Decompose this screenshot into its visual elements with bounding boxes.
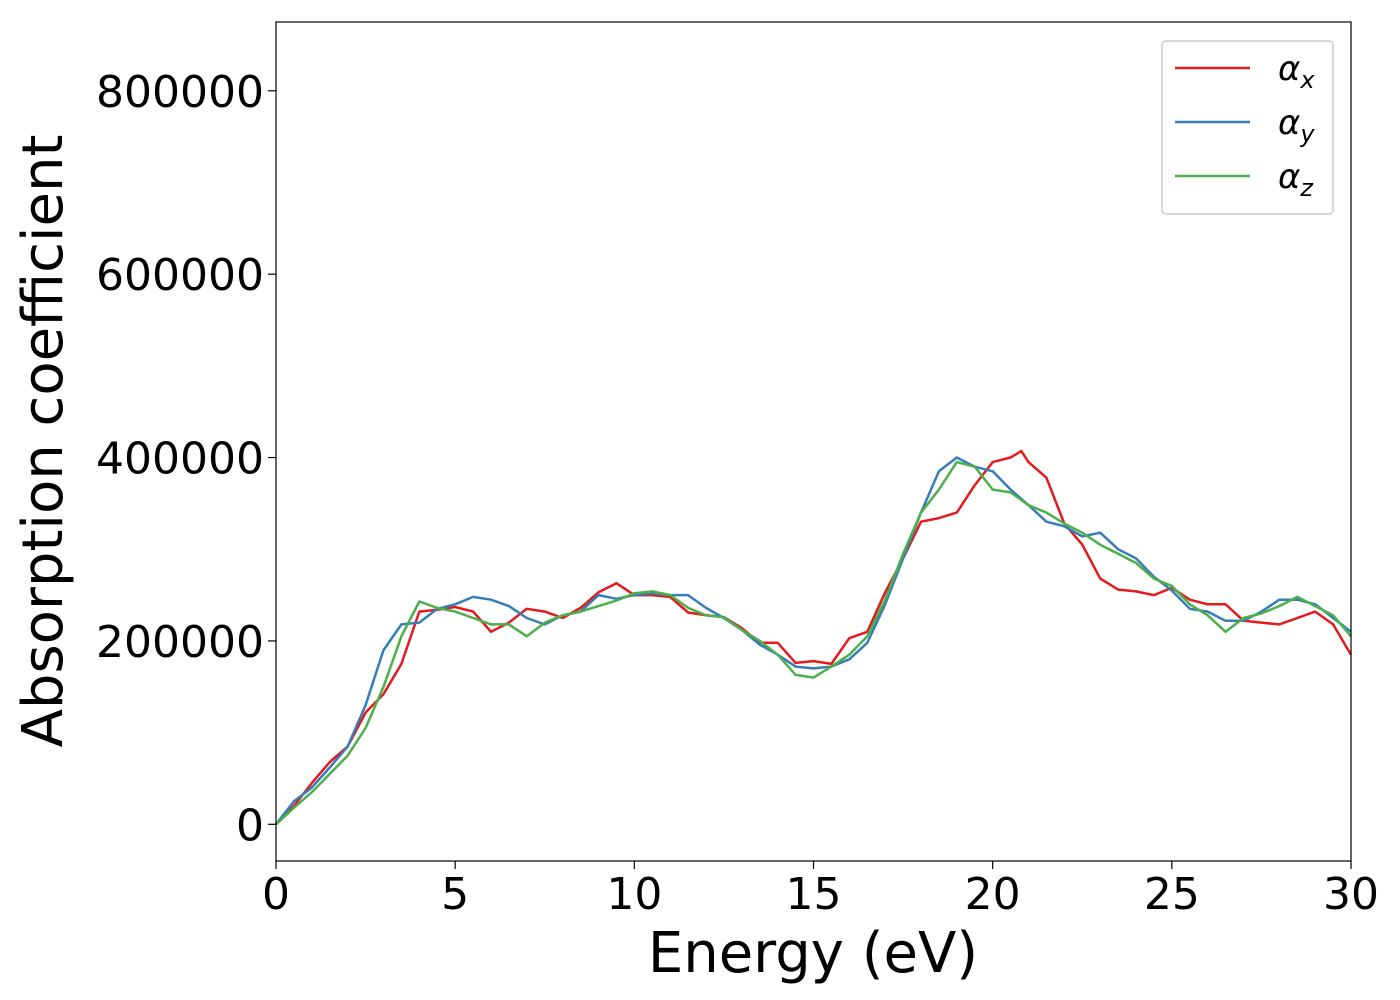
x-tick-label: 25	[1144, 869, 1200, 920]
y-tick-label: 0	[236, 800, 264, 851]
x-axis: 0 5 10 15 20 25 30	[262, 861, 1379, 920]
series-line-z	[275, 460, 1352, 826]
y-axis: 0 200000 400000 600000 800000	[96, 67, 276, 851]
x-tick-label: 10	[606, 869, 662, 920]
x-axis-label: Energy (eV)	[648, 921, 978, 986]
x-tick-label: 20	[965, 869, 1021, 920]
y-tick-label: 200000	[96, 617, 264, 668]
legend-label-y: αy	[1278, 103, 1315, 148]
x-tick-label: 15	[786, 869, 842, 920]
x-tick-label: 5	[441, 869, 469, 920]
y-axis-label: Absorption coefficient	[11, 135, 76, 748]
y-tick-label: 600000	[96, 250, 264, 301]
series-line-y	[275, 456, 1352, 826]
x-tick-label: 0	[262, 869, 290, 920]
legend: αx αy αz	[1161, 40, 1334, 215]
series-layer	[275, 449, 1353, 826]
legend-label-x: αx	[1278, 49, 1315, 94]
legend-label-z: αz	[1278, 157, 1314, 202]
x-tick-label: 30	[1323, 869, 1379, 920]
y-tick-label: 800000	[96, 67, 264, 118]
legend-box	[1161, 40, 1334, 215]
y-tick-label: 400000	[96, 434, 264, 485]
